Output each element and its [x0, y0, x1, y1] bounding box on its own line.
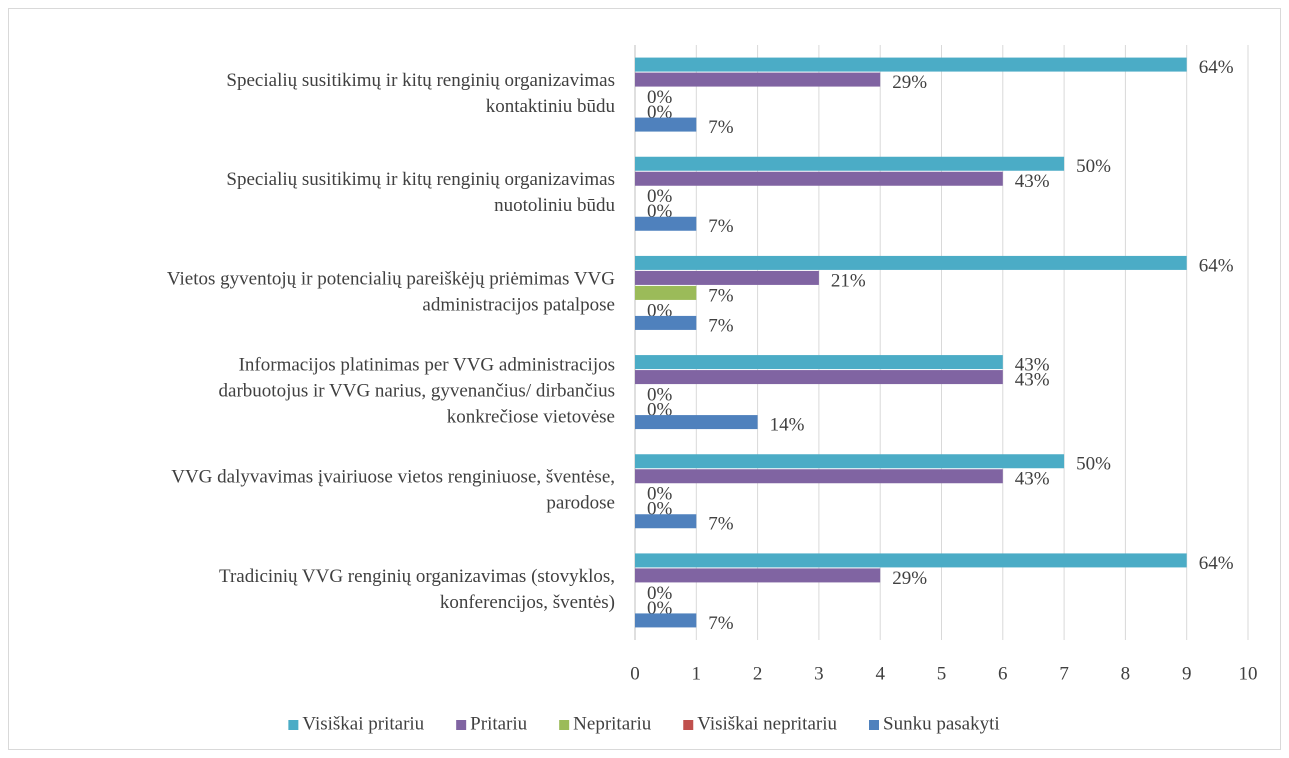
x-tick-label: 8: [1121, 663, 1131, 684]
data-label: 64%: [1199, 255, 1234, 276]
data-label: 29%: [892, 72, 927, 93]
data-label: 0%: [647, 186, 673, 207]
data-label: 64%: [1199, 553, 1234, 574]
bar: [635, 454, 1065, 469]
bar: [635, 117, 697, 132]
data-label: 43%: [1015, 171, 1050, 192]
data-label: 7%: [708, 117, 734, 138]
bar: [635, 613, 697, 628]
bar: [635, 216, 697, 231]
legend-label: Visiškai pritariu: [302, 713, 424, 734]
bar: [635, 285, 697, 300]
bar: [635, 315, 697, 330]
category-label: konkrečiose vietovėse: [447, 406, 615, 427]
data-label: 14%: [770, 414, 805, 435]
x-tick-label: 7: [1059, 663, 1069, 684]
data-label: 50%: [1076, 454, 1111, 475]
x-tick-label: 3: [814, 663, 824, 684]
bar: [635, 270, 819, 285]
bar: [635, 370, 1003, 385]
data-label: 64%: [1199, 57, 1234, 78]
data-label: 0%: [647, 87, 673, 108]
category-label: administracijos patalpose: [422, 294, 615, 315]
bar: [635, 469, 1003, 484]
bar: [635, 514, 697, 529]
data-label: 0%: [647, 384, 673, 405]
bar: [635, 355, 1003, 370]
bar: [635, 171, 1003, 186]
x-tick-label: 1: [692, 663, 702, 684]
category-label: VVG dalyvavimas įvairiuose vietos rengin…: [171, 467, 615, 488]
data-label: 21%: [831, 270, 866, 291]
data-label: 29%: [892, 568, 927, 589]
bar: [635, 72, 881, 87]
x-tick-label: 4: [875, 663, 885, 684]
bar: [635, 156, 1065, 171]
bar: [635, 568, 881, 583]
data-label: 50%: [1076, 156, 1111, 177]
x-tick-label: 10: [1239, 663, 1258, 684]
bar: [635, 415, 758, 430]
data-label: 0%: [647, 583, 673, 604]
category-label: konferencijos, šventės): [440, 592, 615, 613]
category-label: Specialių susitikimų ir kitų renginių or…: [226, 70, 615, 91]
category-label: Vietos gyventojų ir potencialių pareiškė…: [167, 268, 615, 289]
x-tick-label: 2: [753, 663, 763, 684]
category-label: parodose: [546, 493, 615, 514]
legend-marker: [869, 720, 879, 730]
bar: [635, 255, 1187, 270]
legend-label: Visiškai nepritariu: [697, 713, 837, 734]
category-label: kontaktiniu būdu: [486, 96, 616, 117]
data-label: 43%: [1015, 354, 1050, 375]
category-label: nuotoliniu būdu: [494, 195, 615, 216]
legend-marker: [683, 720, 694, 730]
legend-label: Pritariu: [470, 713, 527, 734]
data-label: 7%: [708, 285, 734, 306]
data-label: 0%: [647, 484, 673, 505]
category-label: Specialių susitikimų ir kitų renginių or…: [226, 169, 615, 190]
data-label: 7%: [708, 315, 734, 336]
data-label: 43%: [1015, 369, 1050, 390]
data-label: 7%: [708, 216, 734, 237]
data-label: 7%: [708, 613, 734, 634]
legend-marker: [559, 720, 570, 730]
data-label: 43%: [1015, 469, 1050, 490]
x-tick-label: 6: [998, 663, 1008, 684]
category-label: Tradicinių VVG renginių organizavimas (s…: [219, 566, 615, 587]
bar: [635, 553, 1187, 568]
x-tick-label: 0: [630, 663, 640, 684]
legend-label: Sunku pasakyti: [883, 713, 1000, 734]
bar: [635, 57, 1187, 72]
category-label: darbuotojus ir VVG narius, gyvenančius/ …: [219, 380, 615, 401]
x-tick-label: 5: [937, 663, 947, 684]
data-label: 7%: [708, 514, 734, 535]
legend-marker: [288, 720, 299, 730]
legend-label: Nepritariu: [573, 713, 652, 734]
x-tick-label: 9: [1182, 663, 1192, 684]
legend-marker: [456, 720, 467, 730]
category-label: Informacijos platinimas per VVG administ…: [239, 354, 615, 375]
